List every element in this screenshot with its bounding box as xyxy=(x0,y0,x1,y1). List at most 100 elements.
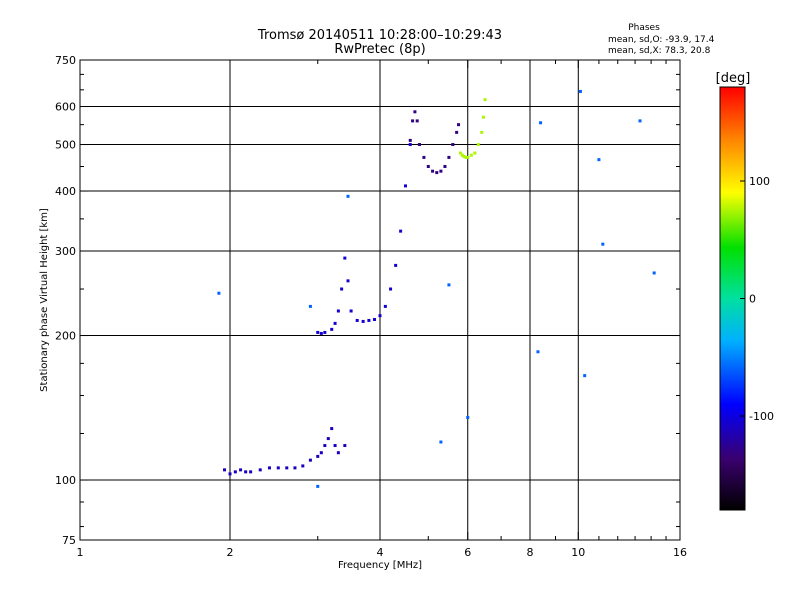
data-point xyxy=(408,138,412,142)
x-tick-label: 10 xyxy=(571,546,585,559)
data-point xyxy=(439,440,443,444)
data-point xyxy=(411,119,415,123)
y-tick-label: 750 xyxy=(55,54,76,67)
data-point xyxy=(319,451,323,455)
data-point xyxy=(239,468,243,472)
data-point xyxy=(383,304,387,308)
data-point xyxy=(483,98,487,102)
data-point xyxy=(308,304,312,308)
data-point xyxy=(349,309,353,313)
data-point xyxy=(319,331,323,335)
axis-ticks xyxy=(79,59,681,540)
x-tick-label: 1 xyxy=(77,546,84,559)
data-point xyxy=(417,143,421,147)
data-point xyxy=(217,291,221,295)
colorbar-label: [deg] xyxy=(716,71,751,86)
y-tick-label: 200 xyxy=(55,330,76,343)
data-point xyxy=(346,279,350,283)
data-point xyxy=(323,444,327,448)
stats-x-mode: mean, sd,X: 78.3, 20.8 xyxy=(608,46,711,56)
stats-o-mode: mean, sd,O: -93.9, 17.4 xyxy=(608,35,715,45)
data-point xyxy=(451,143,455,147)
data-point xyxy=(583,374,587,378)
data-point xyxy=(373,317,377,321)
data-point xyxy=(408,143,412,147)
colorbar-tick-label: 0 xyxy=(749,293,756,306)
y-tick-label: 75 xyxy=(62,534,76,547)
data-point xyxy=(435,171,439,175)
y-tick-label: 300 xyxy=(55,245,76,258)
data-point xyxy=(336,309,340,313)
data-point xyxy=(333,444,337,448)
data-point xyxy=(276,466,280,470)
data-point xyxy=(326,437,330,441)
chart-subtitle: RwPretec (8p) xyxy=(334,42,425,57)
grid-lines xyxy=(80,60,680,540)
data-point xyxy=(481,115,485,119)
y-tick-label: 500 xyxy=(55,139,76,152)
data-point xyxy=(462,155,466,159)
data-point xyxy=(316,454,320,458)
data-point xyxy=(431,169,435,173)
data-point xyxy=(652,271,656,275)
data-point xyxy=(244,470,248,474)
chart-title: Tromsø 20140511 10:28:00–10:29:43 xyxy=(257,28,502,43)
data-point xyxy=(539,121,543,125)
data-point xyxy=(343,256,347,260)
data-point xyxy=(249,470,253,474)
y-axis-label: Stationary phase Virtual Height [km] xyxy=(39,208,50,392)
data-point xyxy=(447,155,451,159)
data-point xyxy=(330,427,334,431)
data-point xyxy=(469,153,473,157)
data-point xyxy=(336,451,340,455)
data-point xyxy=(476,143,480,147)
data-point xyxy=(464,155,468,159)
data-point xyxy=(439,169,443,173)
data-point xyxy=(308,458,312,462)
data-point xyxy=(267,466,271,470)
data-point xyxy=(293,466,297,470)
data-point xyxy=(536,350,540,354)
x-tick-label: 16 xyxy=(673,546,687,559)
data-point xyxy=(233,470,237,474)
data-point xyxy=(601,242,605,246)
data-point xyxy=(422,155,426,159)
data-point xyxy=(367,318,371,322)
data-point xyxy=(223,468,227,472)
data-point xyxy=(426,164,430,168)
data-point xyxy=(457,123,461,127)
data-point xyxy=(330,327,334,331)
data-point xyxy=(301,464,305,468)
data-point xyxy=(638,119,642,123)
data-point xyxy=(447,283,451,287)
data-point xyxy=(285,466,289,470)
data-point xyxy=(466,155,470,159)
x-tick-label: 8 xyxy=(527,546,534,559)
stats-header: Phases xyxy=(628,23,660,33)
data-point xyxy=(466,415,470,419)
data-point xyxy=(578,89,582,93)
data-point xyxy=(389,287,393,291)
data-point xyxy=(343,444,347,448)
colorbar-ticks: 100 0 -100 xyxy=(740,175,774,423)
data-point xyxy=(355,318,359,322)
data-points xyxy=(217,89,656,488)
y-tick-labels: 75 100 200 300 400 500 600 750 xyxy=(55,54,76,547)
data-point xyxy=(480,130,484,134)
y-tick-label: 400 xyxy=(55,185,76,198)
data-point xyxy=(316,484,320,488)
data-point xyxy=(413,110,417,114)
data-point xyxy=(361,319,365,323)
x-axis-label: Frequency [MHz] xyxy=(338,560,422,571)
y-tick-label: 100 xyxy=(55,474,76,487)
data-point xyxy=(323,330,327,334)
data-point xyxy=(258,468,262,472)
data-point xyxy=(415,119,419,123)
data-point xyxy=(455,130,459,134)
data-point xyxy=(403,184,407,188)
data-point xyxy=(460,153,464,157)
data-point xyxy=(473,151,477,155)
data-point xyxy=(340,287,344,291)
data-point xyxy=(316,330,320,334)
